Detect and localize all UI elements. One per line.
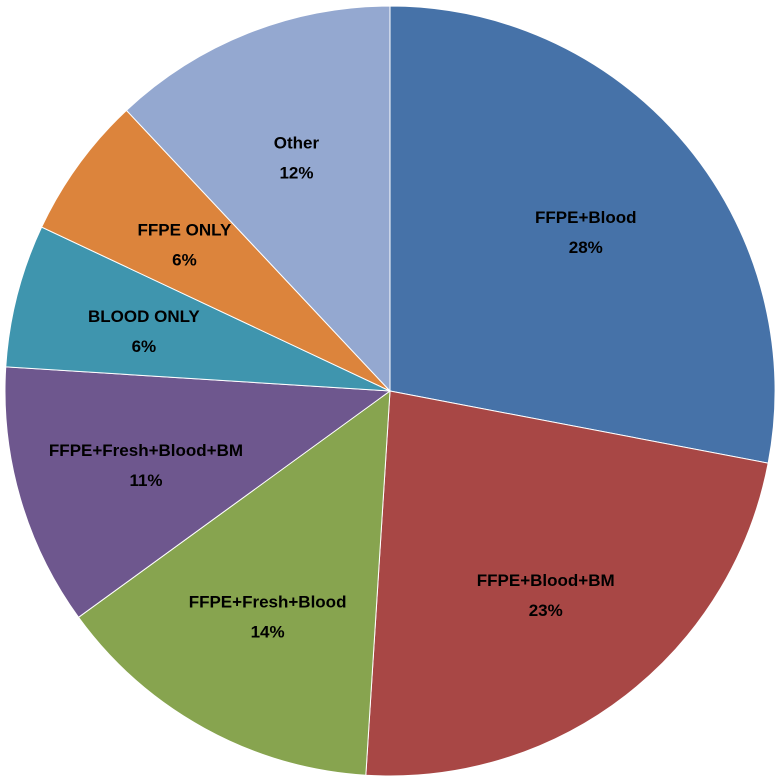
slice-label-blood-only: BLOOD ONLY <box>88 307 200 326</box>
slice-value-label-blood-only: 6% <box>132 337 157 356</box>
pie-slice-other <box>125 5 391 393</box>
pie-slice-ffpe-blood-bm <box>365 390 769 777</box>
slice-value-label-ffpe-fresh-blood: 14% <box>251 623 285 642</box>
slice-value-label-other: 12% <box>279 164 313 183</box>
pie-slice-ffpe-fresh-blood-bm <box>4 366 392 618</box>
pie-slice-ffpe-only <box>40 109 391 392</box>
pie-slice-blood-only <box>5 226 391 392</box>
slice-label-other: Other <box>274 134 320 153</box>
slice-label-ffpe-fresh-blood-bm: FFPE+Fresh+Blood+BM <box>49 441 243 460</box>
slice-label-ffpe-blood: FFPE+Blood <box>535 208 637 227</box>
slice-value-label-ffpe-blood: 28% <box>569 238 603 257</box>
slice-label-ffpe-fresh-blood: FFPE+Fresh+Blood <box>189 593 347 612</box>
pie-slice-ffpe-fresh-blood <box>77 389 391 776</box>
slice-label-ffpe-only: FFPE ONLY <box>138 221 232 240</box>
pie-slices <box>4 5 776 777</box>
slice-value-label-ffpe-only: 6% <box>172 251 197 270</box>
slice-value-label-ffpe-blood-bm: 23% <box>529 601 563 620</box>
pie-labels: FFPE+Blood 28% FFPE+Blood+BM 23% FFPE+Fresh+… <box>49 134 637 642</box>
slice-label-ffpe-blood-bm: FFPE+Blood+BM <box>477 571 615 590</box>
slice-value-label-ffpe-fresh-blood-bm: 11% <box>129 471 162 490</box>
pie-slice-ffpe-blood <box>389 5 776 464</box>
